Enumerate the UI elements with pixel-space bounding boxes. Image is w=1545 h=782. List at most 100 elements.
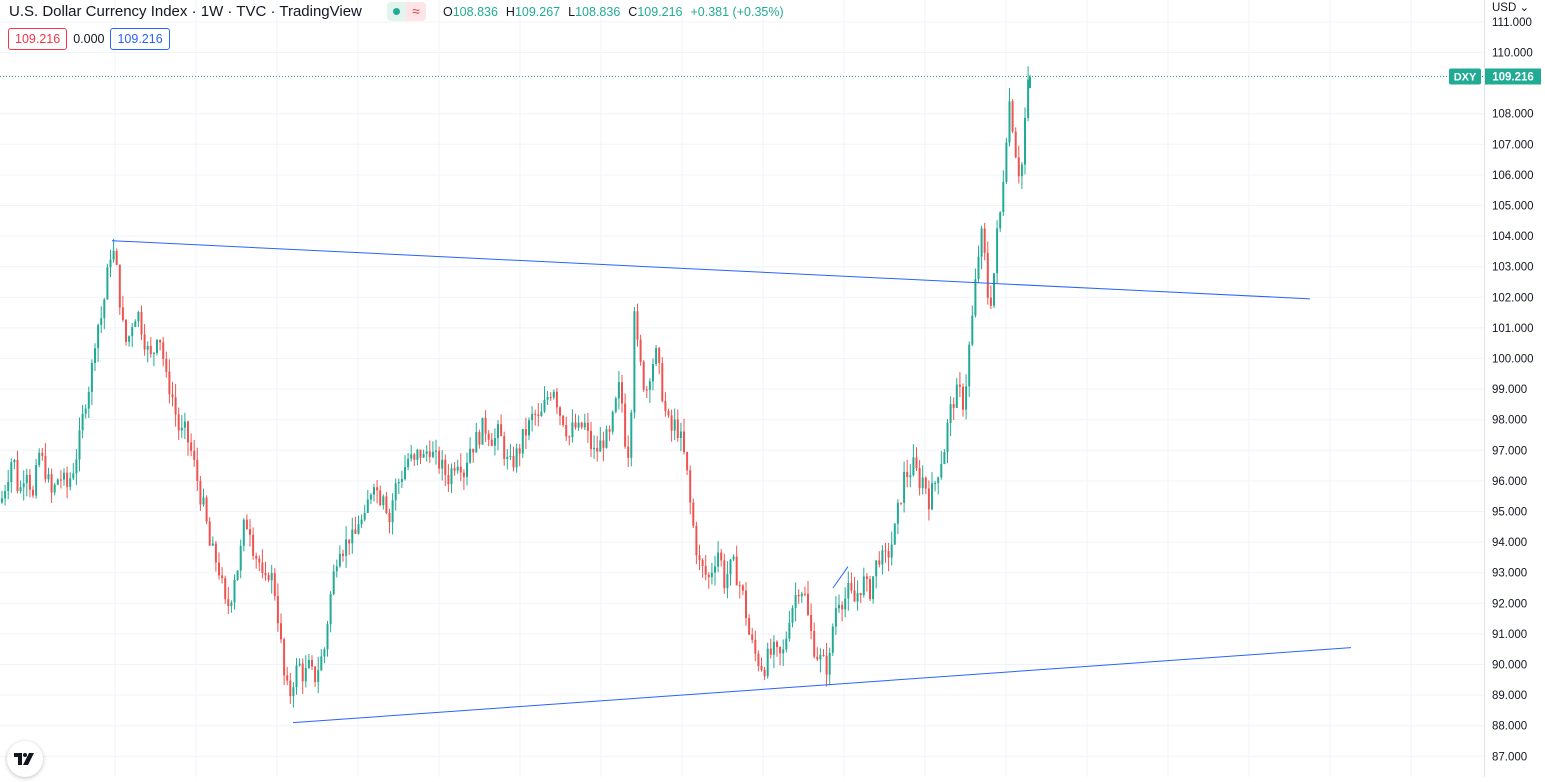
candle-body xyxy=(571,422,574,438)
ohlc-values: O108.836 H109.267 L108.836 C109.216 +0.3… xyxy=(443,5,784,19)
trendline-support[interactable] xyxy=(292,647,1352,724)
wave-icon[interactable]: ≈ xyxy=(406,2,426,21)
candle-body xyxy=(704,566,707,575)
grid-layer xyxy=(0,0,1484,777)
candle-body xyxy=(534,413,537,415)
candle-body xyxy=(47,474,50,480)
candle-body xyxy=(683,431,685,453)
candle-body xyxy=(658,347,661,363)
value-box-red: 109.216 xyxy=(8,28,68,50)
candle-body xyxy=(844,598,847,610)
candle-body xyxy=(143,334,146,350)
y-tick-label: 90.000 xyxy=(1492,660,1527,672)
candle-body xyxy=(121,307,124,320)
candle-body xyxy=(63,472,65,480)
candle-body xyxy=(720,552,723,561)
open-value: 108.836 xyxy=(452,5,498,19)
candle-body xyxy=(493,438,496,446)
trendline-resistance[interactable] xyxy=(111,240,1311,300)
candle-body xyxy=(208,521,211,546)
candle-body xyxy=(342,553,344,556)
candle-body xyxy=(270,573,273,581)
candle-body xyxy=(943,451,946,465)
candle-body xyxy=(1014,131,1017,158)
candle-body xyxy=(766,648,769,677)
candle-body xyxy=(912,457,915,476)
candle-body xyxy=(90,362,93,392)
candle-body xyxy=(425,451,428,454)
candle-body xyxy=(100,318,103,325)
candle-body xyxy=(521,429,524,454)
candle-body xyxy=(853,590,856,602)
y-tick-label: 108.000 xyxy=(1492,109,1534,121)
candle-body xyxy=(989,297,992,306)
candle-body xyxy=(838,604,840,609)
currency-selector[interactable]: USD ⌄ xyxy=(1492,2,1530,14)
candle-body xyxy=(475,432,478,453)
candle-body xyxy=(379,490,382,506)
candle-body xyxy=(211,543,214,546)
candle-body xyxy=(918,468,921,489)
candle-body xyxy=(140,312,143,335)
candle-body xyxy=(927,488,930,510)
candle-body xyxy=(484,417,487,434)
trendlines-layer xyxy=(111,240,1352,724)
candle-body xyxy=(397,482,400,484)
candle-body xyxy=(915,457,918,469)
symbol-label: DXY xyxy=(1454,71,1477,83)
candle-body xyxy=(872,576,875,600)
candle-body xyxy=(196,459,199,482)
y-tick-label: 106.000 xyxy=(1492,170,1534,182)
candle-body xyxy=(726,574,729,589)
y-tick-label: 91.000 xyxy=(1492,629,1527,641)
ohlc-low: L108.836 xyxy=(568,5,620,19)
candle-body xyxy=(555,391,558,408)
y-tick-label: 111.000 xyxy=(1492,17,1532,29)
symbol-badge xyxy=(1449,68,1481,85)
candle-body xyxy=(931,483,933,510)
candle-body xyxy=(785,638,788,650)
candle-body xyxy=(84,408,87,414)
candle-body xyxy=(791,608,794,623)
candle-body xyxy=(515,448,518,468)
tradingview-logo-icon[interactable] xyxy=(7,741,43,777)
candle-body xyxy=(552,391,555,398)
candle-body xyxy=(503,436,506,459)
candle-body xyxy=(239,545,242,571)
candle-body xyxy=(224,578,227,600)
candle-body xyxy=(323,649,326,657)
candle-body xyxy=(909,475,912,478)
candle-body xyxy=(134,321,137,328)
candle-body xyxy=(199,481,202,505)
candle-body xyxy=(828,652,831,675)
y-tick-label: 110.000 xyxy=(1492,48,1533,60)
candle-body xyxy=(75,459,78,474)
candle-body xyxy=(35,465,38,496)
candle-body xyxy=(593,447,596,450)
candle-body xyxy=(245,519,248,530)
candle-body xyxy=(81,413,84,431)
candle-body xyxy=(137,312,140,322)
candle-body xyxy=(214,543,217,563)
candle-body xyxy=(416,449,419,460)
symbol-title[interactable]: U.S. Dollar Currency Index · 1W · TVC · … xyxy=(9,3,362,20)
eye-icon[interactable] xyxy=(387,2,406,21)
candle-body xyxy=(422,453,425,458)
trendline-flag[interactable] xyxy=(832,566,849,589)
candle-body xyxy=(38,452,41,466)
candle-body xyxy=(692,502,695,526)
y-tick-label: 87.000 xyxy=(1492,751,1527,763)
candle-body xyxy=(518,448,521,454)
candle-body xyxy=(326,624,329,650)
candle-body xyxy=(751,634,754,640)
candle-body xyxy=(373,487,375,495)
candle-body xyxy=(366,499,369,513)
candle-body xyxy=(896,502,899,524)
candle-body xyxy=(115,250,118,265)
candle-body xyxy=(497,424,499,439)
candle-body xyxy=(741,585,744,591)
candle-body xyxy=(599,440,602,452)
candle-body xyxy=(952,404,955,408)
